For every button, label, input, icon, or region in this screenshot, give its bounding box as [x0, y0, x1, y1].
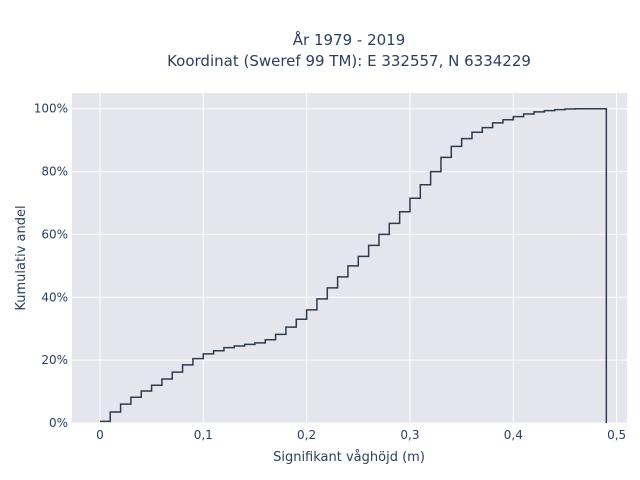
- x-axis-title: Signifikant våghöjd (m): [273, 450, 425, 465]
- y-tick-label: 20%: [41, 353, 68, 367]
- y-tick-label: 80%: [41, 165, 68, 179]
- chart-title-line-2: Koordinat (Sweref 99 TM): E 332557, N 63…: [167, 52, 531, 70]
- y-tick-label: 60%: [41, 227, 68, 241]
- x-tick-label: 0,2: [297, 428, 316, 442]
- x-gridlines: [99, 93, 618, 423]
- x-tick-label: 0,4: [504, 428, 523, 442]
- y-tick-label: 100%: [34, 102, 68, 116]
- x-tick-label: 0: [96, 428, 104, 442]
- x-tick-label: 0,3: [400, 428, 419, 442]
- x-tick-label: 0,1: [194, 428, 213, 442]
- y-axis-title: Kumulativ andel: [14, 205, 29, 310]
- y-tick-labels: 0% 20% 40% 60% 80% 100%: [34, 102, 68, 430]
- x-tick-labels: 0 0,1 0,2 0,3 0,4 0,5: [96, 428, 626, 442]
- y-gridlines: [72, 108, 627, 424]
- chart-title-line-1: År 1979 - 2019: [293, 30, 406, 49]
- plot-area: [72, 93, 627, 423]
- cdf-step-line: [99, 107, 608, 423]
- y-tick-label: 0%: [49, 416, 68, 430]
- y-tick-label: 40%: [41, 290, 68, 304]
- x-tick-label: 0,5: [607, 428, 626, 442]
